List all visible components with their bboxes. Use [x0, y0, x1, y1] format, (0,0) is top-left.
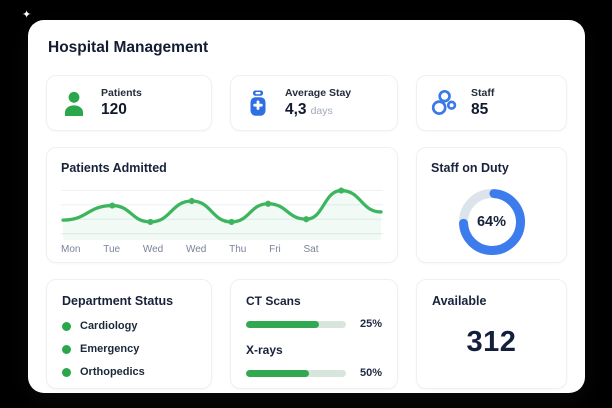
x-axis-labels: Mon Tue Wed Wed Thu Fri Sat	[61, 244, 319, 255]
chart-point	[147, 218, 154, 226]
chart-point	[338, 187, 345, 194]
department-status-card: Department Status Cardiology Emergency O…	[46, 279, 212, 389]
x-tick: Wed	[142, 244, 164, 255]
chart-point	[303, 216, 310, 223]
chart-point	[265, 200, 272, 207]
staff-donut-chart: 64%	[456, 186, 528, 258]
chart-point	[228, 218, 235, 226]
list-item: Cardiology	[62, 320, 196, 332]
status-dot-icon	[62, 367, 71, 377]
progress-fill	[246, 369, 309, 377]
stat-card-staff: Staff 85	[416, 75, 567, 131]
progress-row: 25%	[246, 318, 382, 330]
stat-label: Average Stay	[285, 86, 352, 99]
list-item: Orthopedics	[62, 366, 196, 378]
chart-point	[188, 197, 195, 205]
progress-percent: 50%	[359, 367, 382, 379]
progress-fill	[246, 320, 319, 328]
chart-title: Patients Admitted	[61, 161, 167, 175]
x-tick: Mon	[61, 244, 81, 255]
chart-point	[109, 202, 116, 209]
stat-value: 85	[471, 100, 489, 118]
department-name: Cardiology	[80, 320, 138, 332]
scans-card: CT Scans 25% X-rays 50%	[230, 279, 398, 389]
x-tick: Thu	[229, 244, 247, 255]
page-title: Hospital Management	[48, 39, 209, 56]
available-value: 312	[466, 326, 517, 358]
status-dot-icon	[62, 344, 71, 354]
line-chart-svg	[61, 187, 383, 240]
dashboard-panel: Hospital Management Patients 120	[28, 20, 585, 393]
dashboard-grid: Patients 120 Average Stay	[46, 75, 567, 389]
progress-track	[246, 369, 346, 377]
cursor-sparkle-icon: ✦	[22, 9, 32, 21]
donut-title: Staff on Duty	[431, 161, 509, 175]
progress-percent: 25%	[359, 318, 382, 330]
staff-on-duty-card: Staff on Duty 64%	[416, 147, 567, 263]
x-tick: Wed	[185, 244, 207, 255]
stat-label: Staff	[471, 86, 495, 99]
patient-person-icon	[60, 89, 88, 117]
donut-percent-value: 64%	[476, 214, 507, 230]
chart-area-fill	[62, 190, 382, 240]
list-item: Emergency	[62, 343, 196, 355]
donut-svg	[458, 189, 525, 255]
available-card: Available 312	[416, 279, 567, 389]
stat-suffix: days	[310, 104, 333, 117]
department-status-title: Department Status	[62, 294, 174, 308]
chart-points	[109, 187, 345, 226]
admitted-line-chart	[61, 180, 383, 240]
status-dot-icon	[62, 321, 71, 331]
available-title: Available	[432, 294, 487, 308]
donut-progress-arc	[458, 189, 525, 255]
scan-label: X-rays	[246, 343, 283, 357]
x-tick: Tue	[103, 244, 121, 255]
patients-admitted-card: Patients Admitted Mon Tue Wed	[46, 147, 398, 263]
department-list: Cardiology Emergency Orthopedics	[62, 320, 196, 378]
department-name: Emergency	[80, 343, 140, 355]
progress-row: 50%	[246, 367, 382, 379]
stat-value: 120	[101, 100, 127, 118]
staff-group-icon	[430, 89, 458, 117]
medicine-bottle-icon	[244, 89, 272, 117]
stat-value: 4,3	[285, 100, 307, 118]
stat-card-average-stay: Average Stay 4,3 days	[230, 75, 398, 131]
x-tick: Sat	[303, 244, 319, 255]
progress-track	[246, 320, 346, 328]
x-tick: Fri	[269, 244, 281, 255]
stat-card-patients: Patients 120	[46, 75, 212, 131]
stat-label: Patients	[101, 86, 142, 99]
department-name: Orthopedics	[80, 366, 145, 378]
scan-label: CT Scans	[246, 294, 301, 308]
